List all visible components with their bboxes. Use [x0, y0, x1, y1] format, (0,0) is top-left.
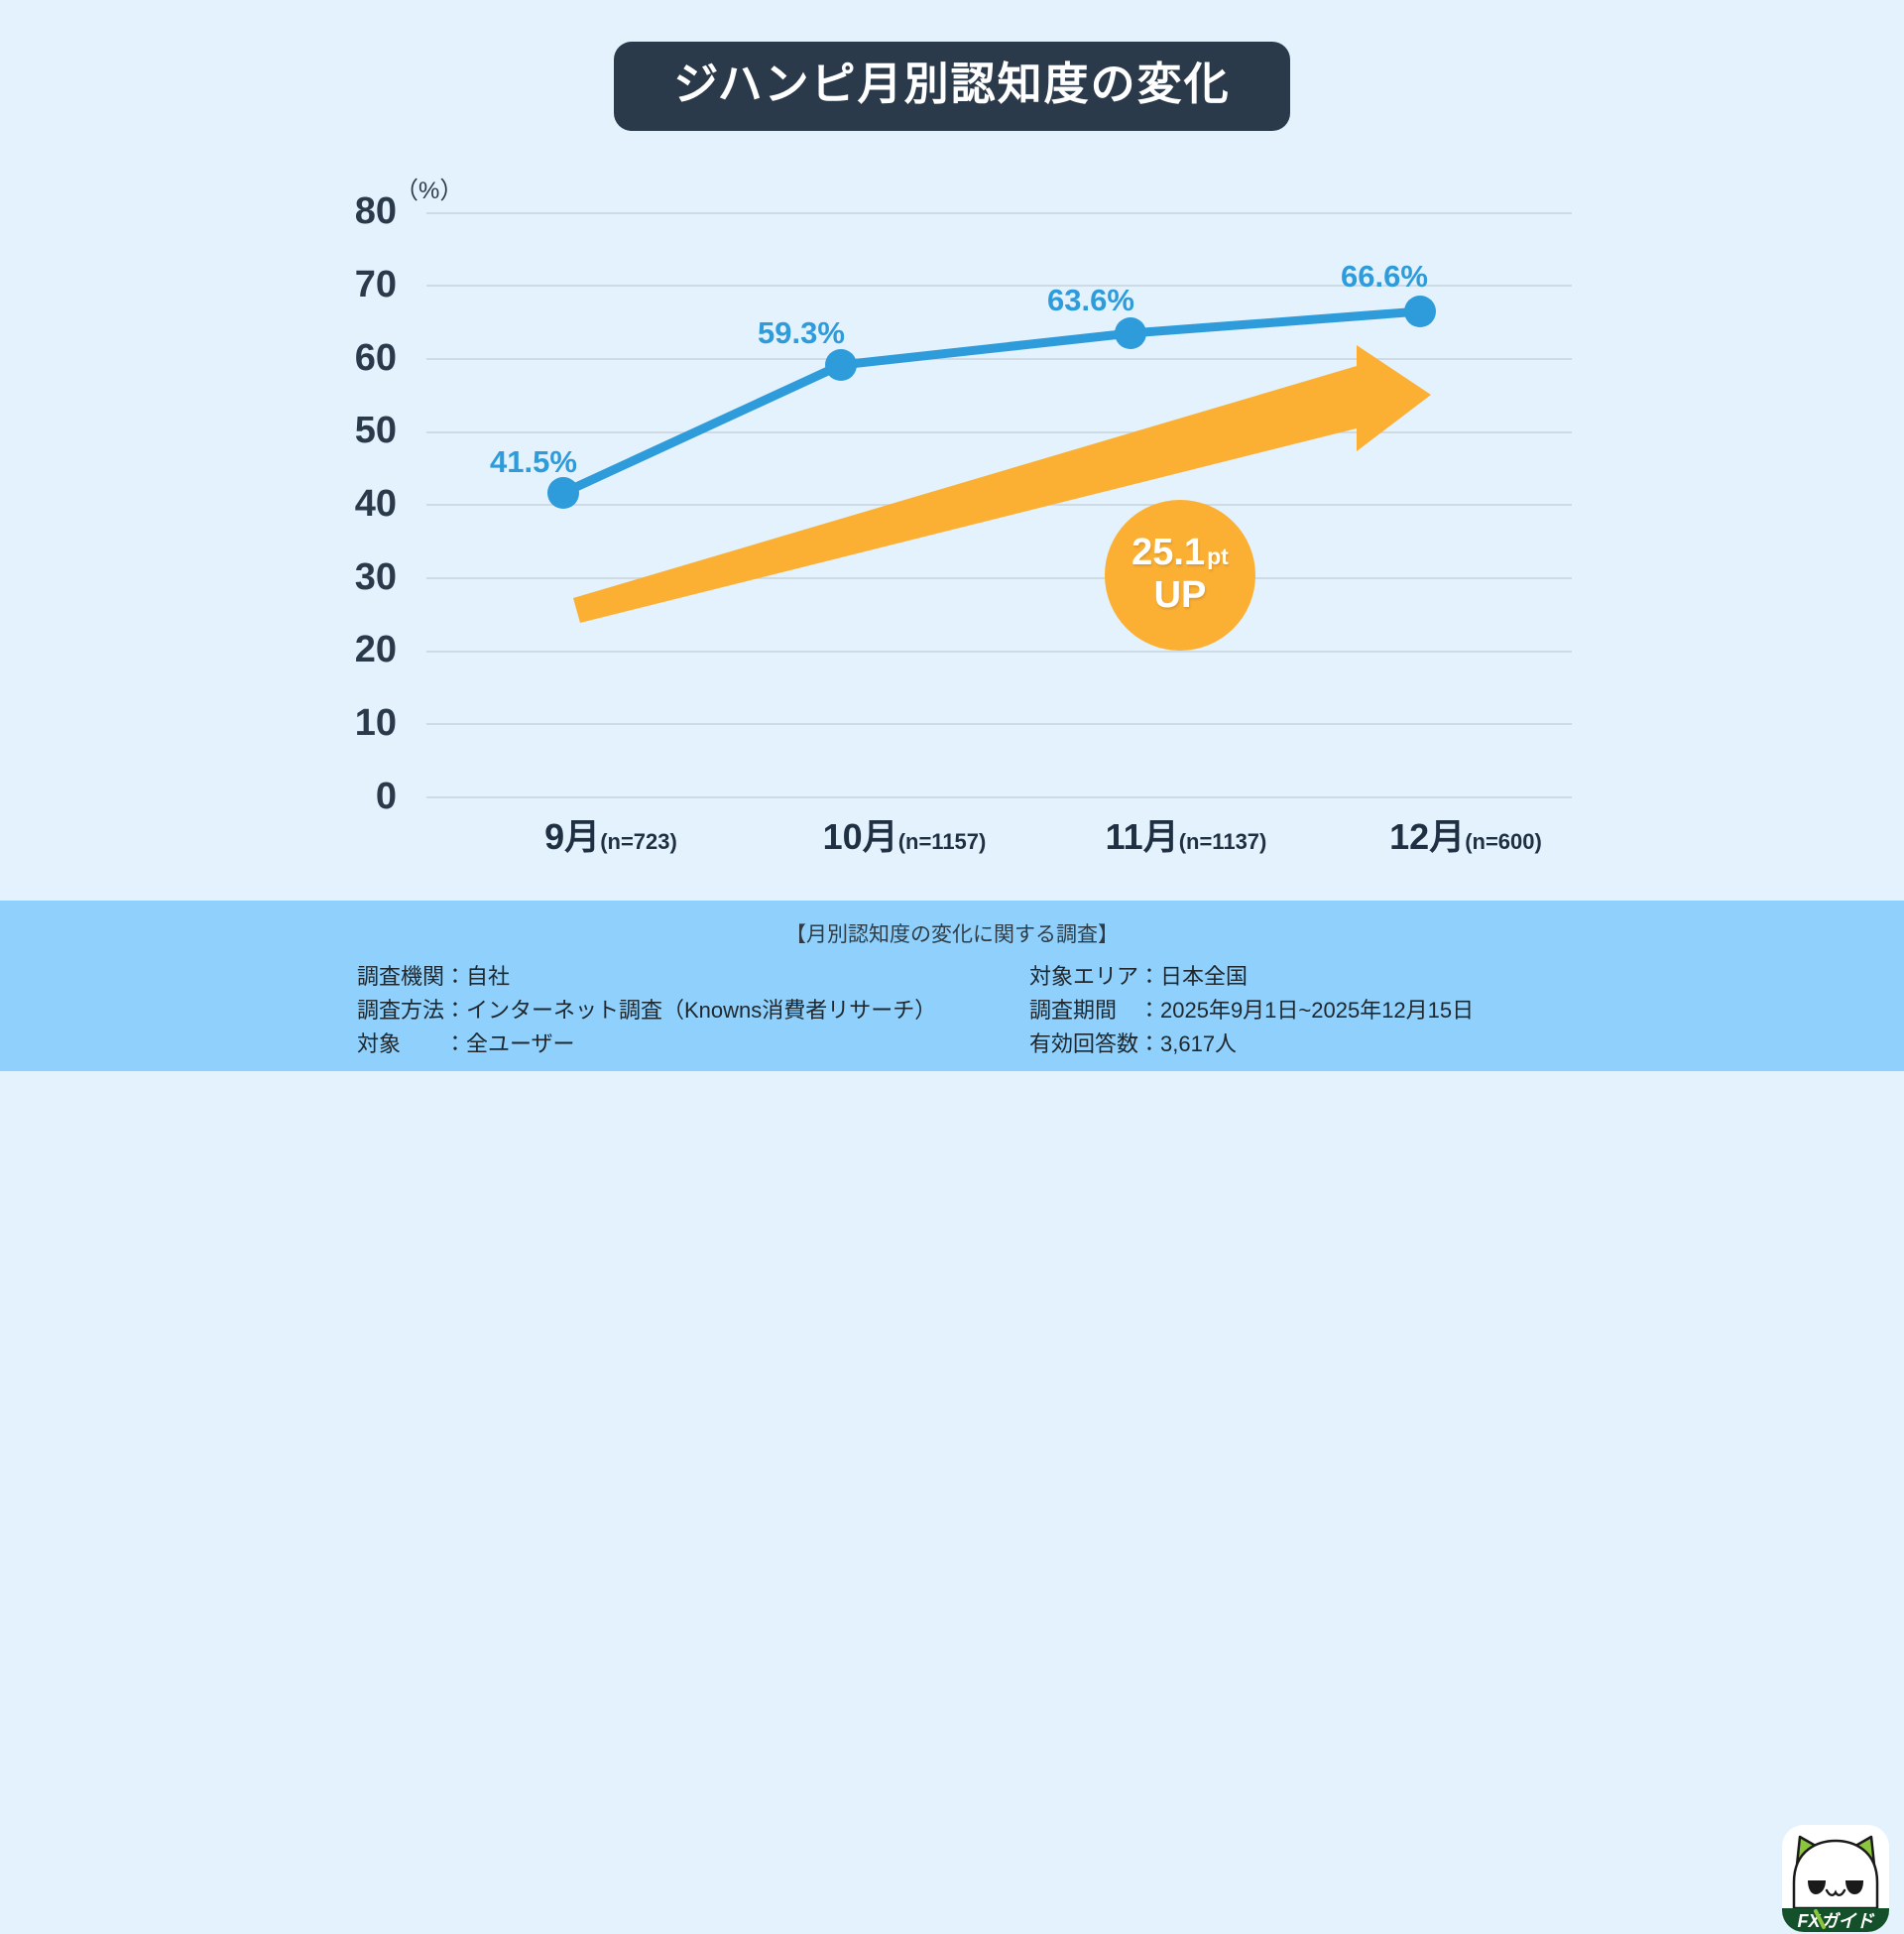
footer-target-area: 対象エリア：日本全国: [1029, 964, 1249, 989]
data-label-dec: 66.6%: [1341, 259, 1428, 294]
data-point-marker: [547, 477, 579, 509]
increase-badge: 25.1 pt UP: [1105, 500, 1255, 651]
footer-right-column: 対象エリア：日本全国 調査期間 ：2025年9月1日~2025年12月15日 有…: [1029, 960, 1474, 1061]
y-tick-20: 20: [354, 629, 397, 670]
growth-arrow-icon: [573, 345, 1431, 623]
y-tick-30: 30: [354, 556, 397, 598]
chart-plot-area: （%） 80 70 60 50 40 30 20 10 0 41.5% 59.3…: [0, 0, 1904, 901]
line-chart-svg: [426, 212, 1572, 798]
y-tick-10: 10: [354, 702, 397, 744]
data-point-marker: [825, 349, 857, 381]
x-tick-dec-n: (n=600): [1465, 829, 1542, 854]
x-tick-nov-month: 11月: [1105, 816, 1179, 857]
footer-left-column: 調査機関：自社 調査方法：インターネット調査（Knowns消費者リサーチ） 対象…: [357, 960, 936, 1061]
x-tick-sep-n: (n=723): [600, 829, 677, 854]
footer-bar: 【月別認知度の変化に関する調査】 調査機関：自社 調査方法：インターネット調査（…: [0, 901, 1904, 1932]
x-tick-nov: 11月(n=1137): [1106, 819, 1267, 855]
footer-research-org: 調査機関：自社: [357, 964, 511, 989]
x-tick-dec: 12月(n=600): [1389, 819, 1542, 855]
x-tick-sep-month: 9月: [544, 816, 601, 857]
footer-heading: 【月別認知度の変化に関する調査】: [785, 923, 1119, 946]
fx-guide-logo: FXガイド: [1782, 1825, 1889, 1932]
x-tick-nov-n: (n=1137): [1178, 829, 1267, 854]
data-line: [558, 306, 1425, 498]
footer-research-period: 調査期間 ：2025年9月1日~2025年12月15日: [1029, 998, 1475, 1024]
footer-valid-responses: 有効回答数：3,617人: [1029, 1031, 1238, 1057]
data-label-oct: 59.3%: [758, 315, 845, 350]
y-tick-40: 40: [354, 483, 397, 525]
y-tick-80: 80: [354, 190, 397, 232]
x-tick-sep: 9月(n=723): [544, 819, 677, 855]
fx-guide-logo-text: FXガイド: [1797, 1911, 1874, 1931]
chart-title: ジハンピ月別認知度の変化: [614, 42, 1290, 131]
y-tick-0: 0: [375, 776, 397, 817]
data-label-nov: 63.6%: [1047, 283, 1134, 317]
data-markers: [547, 296, 1436, 509]
y-tick-60: 60: [354, 337, 397, 379]
increase-badge-value: 25.1: [1131, 532, 1206, 574]
x-tick-dec-month: 12月: [1389, 816, 1466, 857]
increase-badge-value-row: 25.1 pt: [1131, 534, 1229, 571]
data-point-marker: [1404, 296, 1436, 327]
x-tick-oct-n: (n=1157): [897, 829, 987, 854]
footer-research-target: 対象 ：全ユーザー: [357, 1031, 575, 1057]
increase-badge-suffix: UP: [1153, 574, 1207, 617]
y-axis-unit-label: （%）: [395, 178, 464, 204]
increase-badge-unit: pt: [1207, 544, 1229, 570]
data-label-sep: 41.5%: [490, 444, 577, 479]
footer-research-method: 調査方法：インターネット調査（Knowns消費者リサーチ）: [357, 998, 937, 1024]
data-point-marker: [1115, 317, 1146, 349]
x-tick-oct-month: 10月: [822, 816, 898, 857]
y-tick-70: 70: [354, 264, 397, 305]
chart-title-container: ジハンピ月別認知度の変化: [0, 42, 1904, 131]
x-tick-oct: 10月(n=1157): [823, 819, 987, 855]
y-tick-50: 50: [354, 410, 397, 451]
